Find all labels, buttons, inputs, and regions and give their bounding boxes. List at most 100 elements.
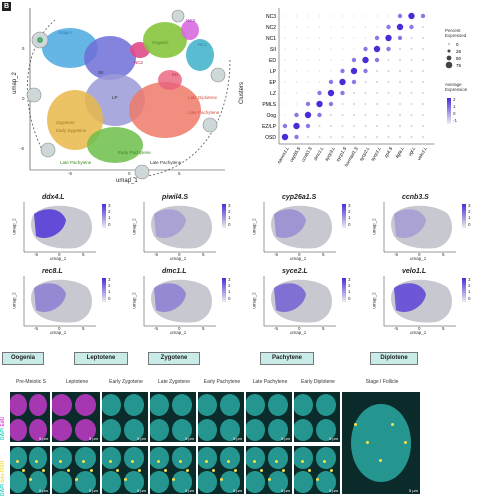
feature-umap <box>383 276 456 327</box>
dotplot-dot <box>374 57 380 63</box>
dotplot-dot <box>376 114 378 116</box>
cluster-label: ED <box>172 72 179 77</box>
dotplot-dot <box>353 103 355 105</box>
feature-umap <box>263 276 336 327</box>
feature-ylabel: umap_2 <box>11 218 17 235</box>
stage-diplotene: Diplotene <box>370 352 418 365</box>
microscopy-tile-fish: 5 µm <box>246 446 292 494</box>
feature-plot: ccnb3.S 3 2 1 0 umap_1 umap_2 -5 0 5 <box>366 192 478 264</box>
dotplot-dot <box>353 37 355 39</box>
dotplot-dot <box>353 92 355 94</box>
dotplot-dot <box>318 59 321 61</box>
dotplot-dot <box>353 15 355 17</box>
stage-leptotene: Leptotene <box>74 352 128 365</box>
scale-bar: 5 µm <box>329 436 338 441</box>
dotplot-dot <box>422 70 424 72</box>
scale-bar: 5 µm <box>185 436 194 441</box>
feature-plot: rec8.L 3 2 1 0 umap_1 umap_2 -5 0 5 <box>6 266 118 338</box>
feature-colorbar <box>222 204 226 228</box>
feature-scale: 0 <box>108 222 111 227</box>
scale-bar: 5 µm <box>137 436 146 441</box>
feature-xtick: 0 <box>58 252 61 257</box>
scale-bar: 5 µm <box>185 488 194 493</box>
dotplot-dot <box>305 123 311 129</box>
dotplot-dot <box>422 59 424 61</box>
feature-xtick: 0 <box>178 326 181 331</box>
dotplot-row-label: PMLS <box>262 102 276 108</box>
feature-umap <box>143 202 216 253</box>
feature-scale: 0 <box>348 222 351 227</box>
feature-xlabel: umap_1 <box>290 330 307 335</box>
dotplot-dot <box>376 92 378 94</box>
feature-umap <box>383 202 456 253</box>
dotplot-dot <box>387 59 390 61</box>
dotplot-dot <box>339 78 346 86</box>
stage-column-label: Late Zygotene <box>158 379 190 385</box>
umap-ytick-0: 5 <box>22 46 25 51</box>
feature-xtick: -5 <box>394 326 399 331</box>
microscopy-tile-fish: 5 µm <box>150 446 196 494</box>
dotplot-dot <box>399 59 401 61</box>
dotplot-dot <box>397 35 403 41</box>
feature-colorbar <box>342 204 346 228</box>
umap-ytick-1: 0 <box>22 96 25 101</box>
dotplot-dot <box>284 92 286 94</box>
cluster-label: Early Pachytene <box>118 150 151 155</box>
dotplot-dot <box>387 15 390 17</box>
scale-bar: 5 µm <box>329 488 338 493</box>
size-legend-dot <box>447 49 451 53</box>
dotplot-dot <box>340 68 345 74</box>
scale-bar: 5 µm <box>39 436 48 441</box>
dotplot-row-label: NC1 <box>266 36 276 42</box>
feature-scale: 0 <box>468 222 471 227</box>
dotplot-dot <box>307 15 309 17</box>
dotplot-dot <box>318 15 321 17</box>
cluster-label: NC1 <box>198 42 208 47</box>
feature-scale: 0 <box>228 296 231 301</box>
dotplot-dot <box>317 112 322 118</box>
feature-gene-label: velo1.L <box>402 268 427 275</box>
dotplot-dot <box>341 136 344 138</box>
feature-scale: 1 <box>348 289 351 294</box>
dotplot-dot <box>387 136 390 138</box>
dotplot-dot <box>364 92 367 94</box>
cluster-label: Stage I <box>58 30 73 35</box>
dotplot-dot <box>364 136 367 138</box>
microscopy-tile-fish: 5 µm <box>198 446 244 494</box>
dotplot-dot <box>364 37 367 39</box>
dotplot-dot <box>307 70 309 72</box>
dotplot-dot <box>410 59 413 61</box>
dotplot-dot <box>376 136 378 138</box>
scale-bar: 5 µm <box>233 436 242 441</box>
feature-xtick: 0 <box>58 326 61 331</box>
dotplot-dot <box>330 37 332 39</box>
dotplot-dot <box>399 103 401 105</box>
size-legend-label: 50 <box>456 56 462 61</box>
dotplot-dot <box>318 48 321 50</box>
dotplot-dot <box>397 13 403 19</box>
dotplot-dot <box>327 89 335 97</box>
scale-bar: 5 µm <box>39 488 48 493</box>
dotplot-col-label: velo1.L <box>416 146 428 161</box>
dotplot-dot <box>362 56 369 64</box>
dotplot-dot <box>420 13 426 19</box>
dotplot-dot <box>387 81 390 83</box>
dotplot-dot <box>307 92 309 94</box>
size-legend-label: 25 <box>456 49 462 54</box>
feature-plot: velo1.L 3 2 1 0 umap_1 umap_2 -5 0 5 <box>366 266 478 338</box>
dotplot-dot <box>387 103 390 105</box>
dotplot-dot <box>330 59 332 61</box>
microscopy-tile-edu: 5 µm <box>198 392 244 442</box>
stage-column-label: Pre-Meiotic S <box>15 379 46 385</box>
dotplot-dot <box>305 101 311 107</box>
dotplot-dot <box>410 114 413 116</box>
dotplot-dot <box>422 114 424 116</box>
dotplot-dot <box>422 136 424 138</box>
feature-gene-label: rec8.L <box>42 268 63 275</box>
scale-bar: 5 µm <box>89 436 98 441</box>
dotplot-dot <box>295 15 298 17</box>
scale-bar: 5 µm <box>233 488 242 493</box>
microscopy-tile-edu: 5 µm <box>246 392 292 442</box>
feature-xtick: -5 <box>274 252 279 257</box>
dotplot-dot <box>422 81 424 83</box>
